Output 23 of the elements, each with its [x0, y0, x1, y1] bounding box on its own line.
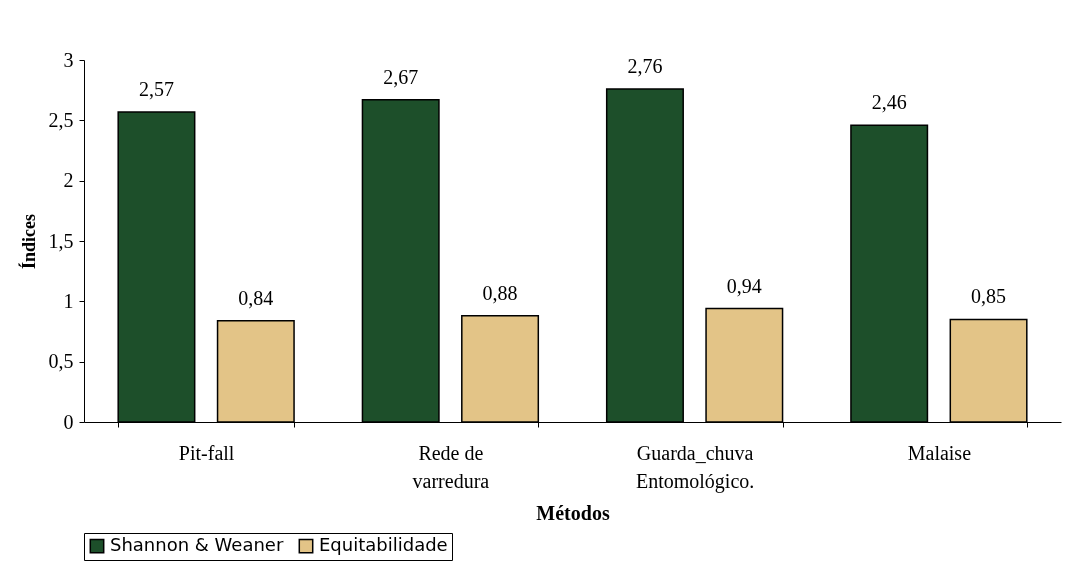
data-label: 2,46 [871, 91, 907, 114]
y-tick-label: 0 [63, 410, 74, 433]
data-label: 0,84 [238, 286, 274, 309]
x-tick-label: Malaise [907, 441, 972, 464]
legend-label: Shannon & Weaner [110, 534, 284, 556]
x-tick-label: Guarda_chuva Entomológico. [635, 441, 755, 493]
y-axis-title: Índices [17, 213, 39, 270]
data-label: 0,94 [726, 274, 762, 297]
y-tick-label: 1,5 [48, 229, 74, 252]
y-tick-label: 0,5 [48, 350, 74, 373]
x-tick-label: Pit-fall [178, 441, 235, 464]
data-label: 0,85 [971, 285, 1007, 308]
data-label: 2,76 [627, 54, 663, 77]
y-tick-label: 1 [63, 289, 74, 312]
x-axis-title: Métodos [536, 501, 610, 524]
y-tick-label: 2,5 [48, 108, 74, 131]
y-tick-label: 3 [63, 48, 74, 71]
data-label: 0,88 [482, 281, 518, 304]
x-tick-label: Rede de varredura [412, 441, 490, 492]
legend-label: Equitabilidade [319, 534, 448, 556]
data-label: 2,67 [383, 65, 419, 88]
y-tick-label: 2 [63, 169, 74, 192]
data-label: 2,57 [138, 77, 174, 100]
